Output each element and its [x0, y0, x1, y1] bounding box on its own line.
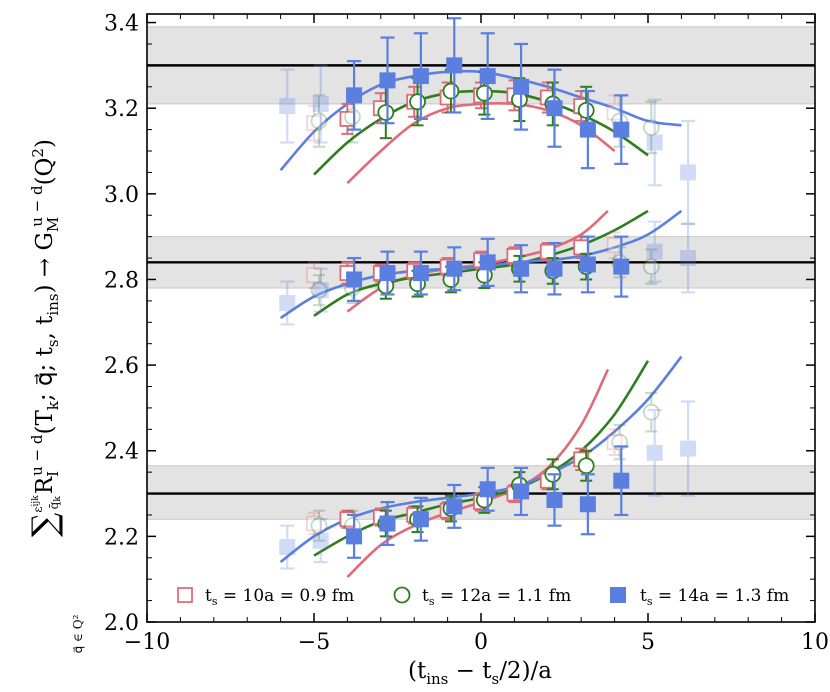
- data-point-2-26-faint: [279, 524, 296, 570]
- y-axis-title: ∑εijk q̄kRIu − d(Tk; q⃗; ts, tins) → GMu …: [25, 139, 85, 653]
- data-point-2-20: [446, 246, 463, 292]
- data-point-2-15-faint: [646, 220, 663, 283]
- data-point-2-24: [579, 235, 596, 294]
- legend-item-ts12: ts = 12a = 1.1 fm: [393, 586, 571, 608]
- svg-text:ts = 12a = 1.1 fm: ts = 12a = 1.1 fm: [422, 586, 571, 608]
- data-point-2-3-faint: [680, 119, 697, 225]
- y-tick-label-4: 2.8: [104, 268, 139, 293]
- data-point-2-34: [479, 466, 496, 512]
- data-points: [279, 17, 697, 570]
- x-tick-label-0: −10: [124, 630, 170, 655]
- data-point-2-31: [379, 501, 396, 547]
- data-point-2-30: [346, 513, 363, 559]
- data-point-2-0-faint: [279, 68, 296, 144]
- data-point-2-29-faint: [680, 400, 697, 497]
- data-point-2-32: [412, 496, 429, 542]
- data-point-2-21: [479, 237, 496, 287]
- data-point-2-18: [379, 250, 396, 296]
- legend-label-ts14: t: [640, 586, 647, 606]
- data-point-2-19: [412, 250, 429, 296]
- data-point-2-37: [579, 473, 596, 536]
- data-point-2-35: [513, 466, 530, 517]
- data-point-2-16-faint: [680, 222, 697, 294]
- data-point-0-10-faint: [306, 261, 322, 290]
- data-point-1-0-faint: [310, 94, 328, 148]
- data-point-2-27-faint: [312, 518, 329, 564]
- data-point-2-4: [346, 59, 363, 131]
- data-point-2-5: [379, 36, 396, 125]
- legend: ts = 10a = 0.9 fm ts = 12a = 1.1 fm ts =…: [177, 586, 789, 608]
- data-point-2-8: [479, 32, 496, 121]
- x-tick-label-4: 10: [801, 630, 829, 655]
- data-point-0-21-faint: [606, 428, 623, 457]
- y-tick-label-1: 2.2: [104, 525, 139, 550]
- data-point-2-33: [446, 483, 463, 529]
- data-point-1-11-faint: [310, 274, 328, 307]
- data-point-2-9: [513, 42, 530, 131]
- data-point-0-20-faint: [306, 511, 322, 536]
- data-point-2-28-faint: [646, 408, 663, 497]
- data-point-2-13-faint: [279, 280, 296, 326]
- data-point-0-0-faint: [306, 105, 322, 142]
- data-point-1-4: [377, 85, 395, 140]
- svg-text:ts = 10a = 0.9 fm: ts = 10a = 0.9 fm: [205, 586, 354, 608]
- legend-marker-square-open: [177, 587, 193, 603]
- legend-label-ts12: t: [422, 586, 429, 606]
- data-point-2-36: [546, 473, 563, 527]
- y-tick-label-7: 3.4: [104, 12, 139, 37]
- svg-text:q⃗ ∈ Q²: q⃗ ∈ Q²: [71, 614, 85, 653]
- data-point-1-3-faint: [642, 100, 660, 155]
- x-tick-label-1: −5: [298, 630, 330, 655]
- x-tick-label-3: 5: [641, 630, 655, 655]
- legend-item-ts14: ts = 14a = 1.3 fm: [610, 586, 789, 608]
- data-point-2-14-faint: [312, 267, 329, 313]
- data-point-2-6: [412, 32, 429, 121]
- data-point-2-7: [446, 17, 463, 114]
- x-tick-label-2: 0: [474, 630, 488, 655]
- data-point-2-11: [579, 89, 596, 170]
- y-tick-label-0: 2.0: [104, 611, 139, 636]
- svg-text:ts = 14a = 1.3 fm: ts = 14a = 1.3 fm: [640, 586, 789, 608]
- data-point-1-14-faint: [642, 248, 660, 285]
- data-point-2-17: [346, 256, 363, 302]
- x-axis-title: (tins − ts/2)/a: [408, 658, 552, 688]
- data-point-2-10: [546, 68, 563, 148]
- data-point-1-25-faint: [642, 391, 660, 433]
- data-point-2-22: [513, 244, 530, 294]
- legend-marker-circle-open: [393, 586, 411, 604]
- data-point-2-1-faint: [312, 64, 329, 144]
- data-point-1-22-faint: [310, 509, 328, 542]
- data-point-2-2-faint: [646, 98, 663, 187]
- data-point-2-25: [613, 235, 630, 298]
- y-tick-label-5: 3.0: [104, 183, 139, 208]
- data-point-2-12: [613, 94, 630, 165]
- y-tick-label-3: 2.6: [104, 354, 139, 379]
- legend-marker-square-filled: [610, 587, 626, 603]
- legend-label-ts10: t: [205, 586, 212, 606]
- y-tick-label-2: 2.4: [104, 440, 139, 465]
- data-point-2-23: [546, 241, 563, 296]
- legend-item-ts10: ts = 10a = 0.9 fm: [177, 586, 354, 608]
- data-point-2-38: [613, 445, 630, 517]
- axis-ticks: −10 −5 0 5 10 2.0 2.2 2.4 2.6 2.8 3.0 3.2 3.4: [104, 12, 829, 655]
- y-tick-label-6: 3.2: [104, 97, 139, 122]
